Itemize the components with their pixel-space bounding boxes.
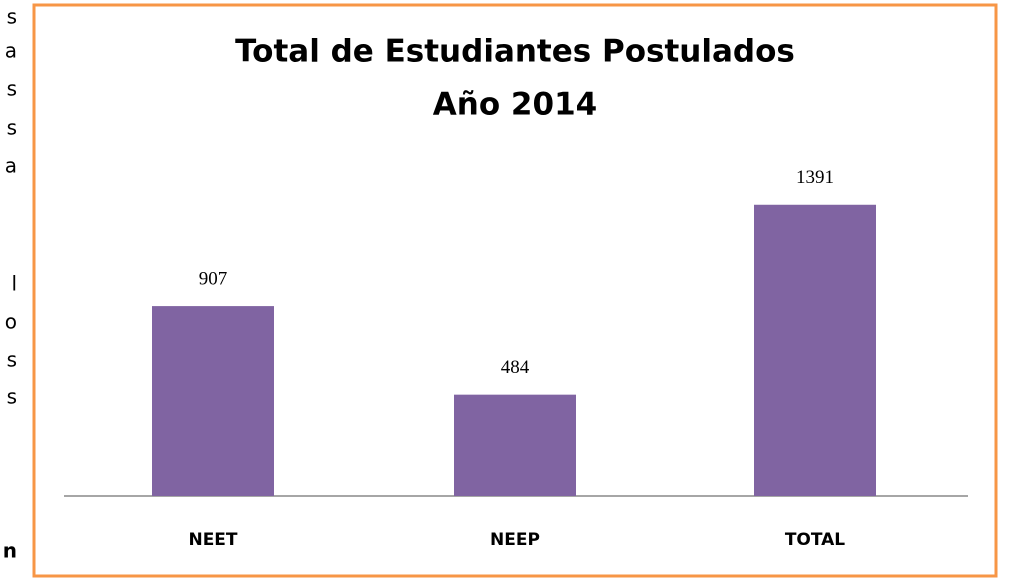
margin-text: s (7, 77, 17, 101)
margin-text: s (7, 5, 17, 29)
margin-text: o (5, 310, 17, 334)
chart-subtitle: Año 2014 (433, 87, 597, 123)
bar (454, 394, 576, 496)
chart-title: Total de Estudiantes Postulados (235, 34, 795, 70)
x-tick-label: NEEP (490, 530, 540, 550)
value-label: 907 (199, 268, 228, 289)
bar (754, 204, 876, 496)
value-label: 484 (501, 357, 530, 378)
margin-text: a (5, 154, 17, 178)
x-tick-label: NEET (188, 530, 237, 550)
value-label: 1391 (796, 167, 834, 188)
margin-text: n (3, 539, 17, 563)
bar (152, 306, 274, 496)
margin-text: s (7, 348, 17, 372)
margin-text: a (5, 39, 17, 63)
margin-text: s (7, 385, 17, 409)
margin-text: l (11, 272, 17, 296)
x-tick-label: TOTAL (785, 530, 845, 550)
margin-text: s (7, 116, 17, 140)
